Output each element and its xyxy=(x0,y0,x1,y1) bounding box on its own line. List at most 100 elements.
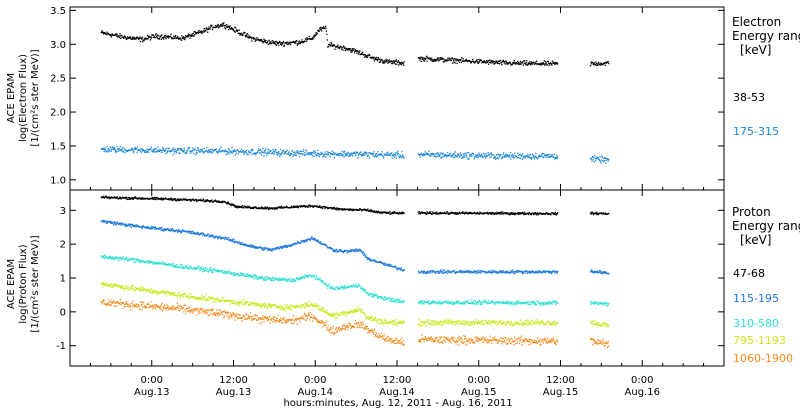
proton-data-point xyxy=(194,267,196,269)
proton-data-point xyxy=(196,267,198,270)
electron-data-point xyxy=(349,50,351,52)
electron-data-point xyxy=(599,64,601,66)
electron-data-point xyxy=(300,151,303,153)
electron-data-point xyxy=(252,150,254,152)
electron-data-point xyxy=(279,153,281,155)
proton-data-point xyxy=(390,298,392,300)
electron-data-point xyxy=(124,148,126,150)
electron-data-point xyxy=(454,151,456,153)
proton-data-point xyxy=(431,302,433,304)
proton-data-point xyxy=(242,243,245,246)
electron-data-point xyxy=(378,58,380,60)
proton-data-point xyxy=(205,199,207,202)
proton-data-point xyxy=(478,213,481,215)
proton-data-point xyxy=(141,288,143,290)
proton-data-point xyxy=(442,270,444,273)
electron-data-point xyxy=(485,62,487,64)
electron-data-point xyxy=(597,156,599,159)
proton-data-point xyxy=(324,283,327,285)
proton-data-point xyxy=(335,208,337,211)
electron-data-point xyxy=(312,35,315,37)
proton-data-point xyxy=(280,205,283,207)
electron-data-point xyxy=(278,153,280,155)
proton-data-point xyxy=(607,273,609,275)
electron-data-point xyxy=(482,156,484,159)
electron-data-point xyxy=(269,41,272,43)
proton-data-point xyxy=(169,198,172,200)
proton-data-point xyxy=(514,301,516,303)
electron-data-point xyxy=(330,44,332,46)
electron-data-point xyxy=(386,152,388,154)
electron-data-point xyxy=(338,154,340,157)
proton-data-point xyxy=(374,261,377,263)
electron-data-point xyxy=(115,33,117,35)
proton-data-point xyxy=(206,235,208,237)
electron-data-point xyxy=(525,64,527,66)
electron-data-point xyxy=(473,154,475,156)
proton-data-point xyxy=(246,205,248,208)
proton-data-point xyxy=(352,249,355,252)
proton-data-point xyxy=(217,238,219,240)
proton-data-point xyxy=(200,267,203,269)
electron-data-point xyxy=(368,157,370,159)
electron-data-point xyxy=(512,155,514,157)
electron-data-point xyxy=(436,155,439,157)
electron-series-175-315 xyxy=(100,145,610,164)
proton-data-point xyxy=(346,285,348,288)
electron-data-point xyxy=(434,155,436,157)
proton-data-point xyxy=(209,266,212,269)
proton-data-point xyxy=(338,288,340,290)
proton-data-point xyxy=(555,213,557,215)
proton-data-point xyxy=(417,270,420,273)
electron-ylabel-line-2: log(Electron Flux) xyxy=(18,54,29,142)
electron-data-point xyxy=(368,54,370,57)
proton-data-point xyxy=(107,256,110,258)
proton-data-point xyxy=(125,224,127,226)
electron-data-point xyxy=(378,61,380,63)
electron-legend: Electron Energy ranges [keV] 38-53 175-3… xyxy=(732,15,800,138)
proton-data-point xyxy=(392,211,394,213)
proton-data-point xyxy=(530,301,533,303)
electron-data-point xyxy=(544,155,546,157)
proton-data-point xyxy=(137,225,139,227)
proton-data-point xyxy=(523,213,525,216)
electron-data-point xyxy=(432,59,434,61)
electron-data-point xyxy=(158,150,161,152)
proton-data-point xyxy=(181,232,183,234)
electron-data-point xyxy=(296,40,298,42)
electron-data-point xyxy=(282,149,285,151)
proton-data-point xyxy=(156,197,159,199)
electron-data-point xyxy=(302,150,304,152)
proton-data-point xyxy=(113,285,115,287)
electron-data-point xyxy=(509,156,511,158)
proton-data-point xyxy=(419,300,421,303)
proton-data-point xyxy=(336,249,338,251)
electron-data-point xyxy=(531,157,533,159)
proton-data-point xyxy=(348,286,350,288)
proton-data-point xyxy=(237,273,239,275)
electron-data-point xyxy=(331,150,333,153)
proton-data-point xyxy=(425,213,428,215)
electron-data-point xyxy=(281,43,284,45)
electron-data-point xyxy=(303,154,306,157)
electron-data-point xyxy=(229,25,231,27)
electron-data-point xyxy=(543,60,545,62)
electron-data-point xyxy=(226,150,228,153)
proton-data-point xyxy=(542,302,544,305)
proton-data-point xyxy=(270,278,272,280)
proton-data-point xyxy=(601,272,604,275)
proton-data-point xyxy=(348,251,350,253)
electron-data-point xyxy=(552,61,554,64)
proton-data-point xyxy=(149,262,152,264)
electron-data-point xyxy=(331,45,334,47)
proton-data-point xyxy=(491,211,493,214)
electron-data-point xyxy=(243,151,245,154)
proton-data-point xyxy=(532,271,534,273)
electron-data-point xyxy=(592,62,594,64)
electron-data-point xyxy=(251,153,253,156)
electron-data-point xyxy=(391,152,393,154)
proton-data-point xyxy=(118,197,121,199)
proton-data-point xyxy=(393,298,395,300)
proton-data-point xyxy=(110,257,112,259)
electron-data-point xyxy=(225,28,227,30)
